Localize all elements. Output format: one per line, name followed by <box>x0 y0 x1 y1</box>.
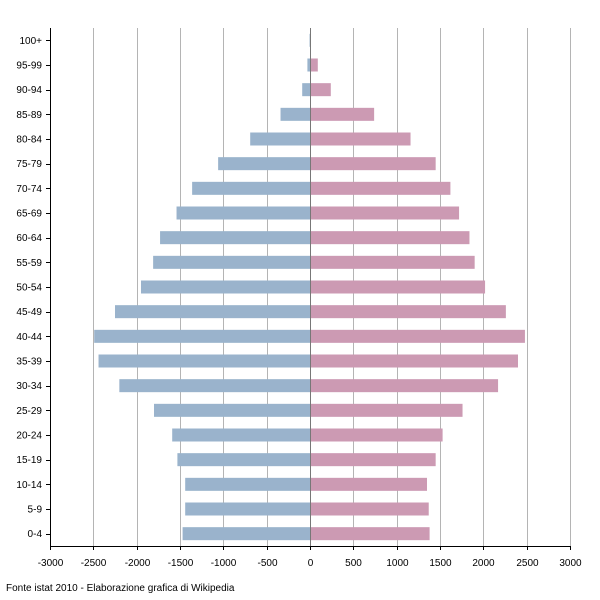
bar-left-45-49 <box>115 305 310 319</box>
bar-right-90-94 <box>310 83 331 97</box>
x-axis-labels: -3000 -2500 -2000 -1500 -1000 -500 0 500 1000 150… <box>38 558 582 569</box>
bar-left-55-59 <box>153 255 310 269</box>
bar-right-25-29 <box>310 403 463 417</box>
bar-right-30-34 <box>310 379 499 393</box>
bar-left-30-34 <box>119 379 310 393</box>
bar-right-55-59 <box>310 255 475 269</box>
y-tick-label: 5-9 <box>28 505 43 516</box>
bar-right-95-99 <box>310 58 318 72</box>
bar-right-50-54 <box>310 280 486 294</box>
bar-left-70-74 <box>192 181 310 195</box>
y-tick-label: 50-54 <box>16 283 42 294</box>
x-tick-label: 0 <box>308 558 314 569</box>
y-tick-label: 90-94 <box>16 85 42 96</box>
x-tick-label: -1500 <box>168 558 194 569</box>
bar-right-15-19 <box>310 453 436 467</box>
bar-left-0-4 <box>182 527 310 541</box>
y-tick-label: 10-14 <box>16 480 42 491</box>
x-tick-label: -3000 <box>38 558 64 569</box>
bar-right-0-4 <box>310 527 430 541</box>
y-tick-label: 25-29 <box>16 406 42 417</box>
bar-right-85-89 <box>310 107 375 121</box>
y-axis-labels: 0-4 5-9 10-14 15-19 20-24 25-29 30-34 35-39 40-4… <box>16 36 42 540</box>
y-tick-label: 80-84 <box>16 135 42 146</box>
bar-left-15-19 <box>177 453 310 467</box>
y-tick-label: 55-59 <box>16 258 42 269</box>
x-tick-label: -1000 <box>211 558 237 569</box>
x-tick-label: 2000 <box>472 558 495 569</box>
bar-left-80-84 <box>250 132 310 146</box>
bar-right-70-74 <box>310 181 451 195</box>
bar-left-5-9 <box>185 502 310 516</box>
bar-left-10-14 <box>185 477 310 491</box>
y-tick-label: 0-4 <box>28 529 43 540</box>
bar-right-60-64 <box>310 231 470 245</box>
y-tick-label: 75-79 <box>16 159 42 170</box>
bar-right-80-84 <box>310 132 411 146</box>
y-tick-label: 60-64 <box>16 233 42 244</box>
y-tick-label: 15-19 <box>16 455 42 466</box>
bar-left-85-89 <box>280 107 310 121</box>
bar-right-10-14 <box>310 477 427 491</box>
bar-left-50-54 <box>141 280 310 294</box>
bar-right-20-24 <box>310 428 443 442</box>
y-tick-label: 35-39 <box>16 357 42 368</box>
y-tick-label: 70-74 <box>16 184 42 195</box>
bar-left-60-64 <box>160 231 310 245</box>
x-tick-label: 1500 <box>429 558 452 569</box>
bar-right-45-49 <box>310 305 506 319</box>
y-tick-label: 65-69 <box>16 209 42 220</box>
bar-right-35-39 <box>310 354 518 368</box>
bar-left-25-29 <box>154 403 310 417</box>
x-tick-label: -2500 <box>81 558 107 569</box>
source-note: Fonte istat 2010 - Elaborazione grafica … <box>6 583 235 594</box>
bar-right-75-79 <box>310 157 436 171</box>
bar-left-100+ <box>309 33 311 47</box>
y-tick-label: 100+ <box>19 36 42 47</box>
bar-right-40-44 <box>310 329 525 343</box>
bar-left-65-69 <box>176 206 310 220</box>
bar-left-75-79 <box>218 157 310 171</box>
y-tick-label: 20-24 <box>16 431 42 442</box>
y-tick-label: 30-34 <box>16 381 42 392</box>
y-tick-label: 85-89 <box>16 110 42 121</box>
x-tick-label: -2000 <box>125 558 151 569</box>
y-tick-label: 40-44 <box>16 332 42 343</box>
bar-right-65-69 <box>310 206 460 220</box>
x-tick-label: 1000 <box>386 558 409 569</box>
y-tick-label: 45-49 <box>16 307 42 318</box>
bar-left-40-44 <box>94 329 310 343</box>
x-tick-label: 500 <box>345 558 362 569</box>
bar-left-95-99 <box>307 58 310 72</box>
bar-left-90-94 <box>302 83 310 97</box>
x-tick-label: 3000 <box>559 558 582 569</box>
y-tick-label: 95-99 <box>16 61 42 72</box>
bar-left-20-24 <box>172 428 310 442</box>
x-tick-label: 2500 <box>516 558 539 569</box>
x-tick-label: -500 <box>257 558 277 569</box>
bars <box>94 33 525 541</box>
bar-right-5-9 <box>310 502 429 516</box>
bar-left-35-39 <box>98 354 311 368</box>
axes <box>46 28 571 550</box>
